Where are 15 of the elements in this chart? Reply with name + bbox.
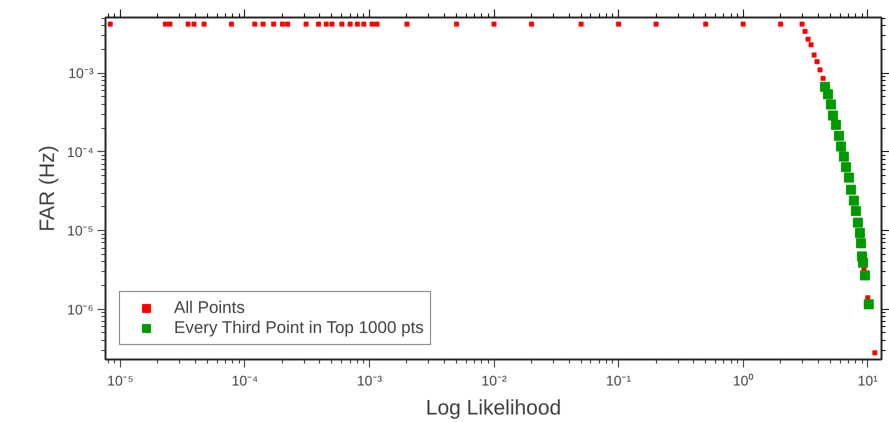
y-tick-label: 10⁻⁴ xyxy=(66,144,94,160)
y-tick-label: 10⁻³ xyxy=(68,65,94,82)
x-tick-label: 10⁻⁵ xyxy=(107,372,134,388)
x-tick-label: 10⁻² xyxy=(481,372,507,388)
legend-label: All Points xyxy=(174,298,245,318)
x-tick-label: 10¹ xyxy=(858,372,878,388)
y-axis-title: FAR (Hz) xyxy=(36,145,59,232)
y-tick-label: 10⁻⁵ xyxy=(67,222,94,239)
x-tick-label: 10⁻³ xyxy=(356,372,382,388)
x-tick-label: 10⁻¹ xyxy=(606,372,632,388)
x-axis-title: Log Likelihood xyxy=(426,396,562,420)
legend-label: Every Third Point in Top 1000 pts xyxy=(174,318,424,338)
y-tick-label: 10⁻⁶ xyxy=(67,301,94,318)
x-tick-label: 10⁰ xyxy=(732,372,754,388)
x-tick-label: 10⁻⁴ xyxy=(232,372,258,388)
